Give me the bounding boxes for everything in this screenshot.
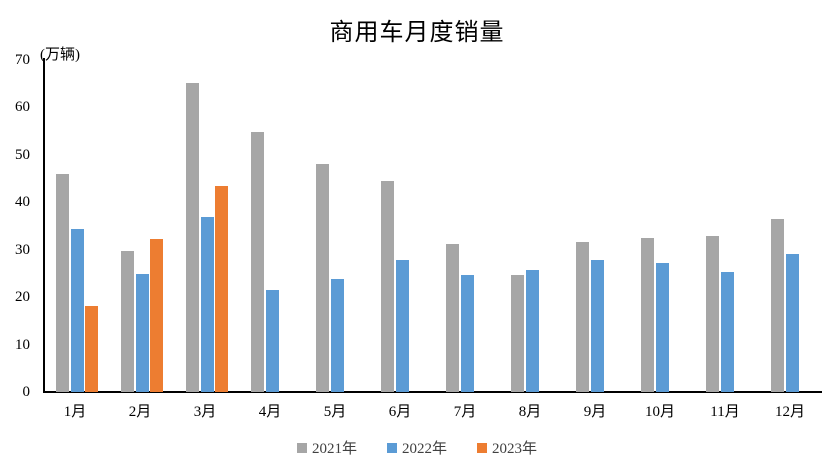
bar-2022年-7月 [460,275,474,392]
x-category-label: 2月 [128,404,152,420]
x-category-label: 12月 [774,404,805,420]
bar-2022年-2月 [135,273,149,392]
y-tick-label: 40 [15,194,30,211]
bar-2022年-4月 [265,290,279,392]
legend-swatch-icon [477,442,487,453]
bar-2022年-6月 [395,259,409,392]
bar-2022年-10月 [655,263,669,392]
y-tick-label: 70 [15,52,30,68]
bar-2021年-10月 [641,237,654,392]
legend-item-2021年: 2021年 [296,437,357,458]
legend-swatch-icon [386,442,397,453]
bar-2021年-1月 [56,174,69,392]
x-category-label: 11月 [710,404,740,420]
legend-label: 2021年 [311,441,357,457]
bar-2023年-1月 [85,306,98,392]
y-axis-unit-label: (万辆) [40,47,80,63]
bar-2023年-3月 [215,186,228,392]
x-category-label: 3月 [193,404,217,420]
bar-2021年-5月 [316,163,329,392]
bar-2021年-8月 [511,274,524,392]
bar-2021年-4月 [251,132,264,392]
legend: 2021年 2022年 2023年 [0,437,834,458]
bar-2022年-12月 [785,254,799,392]
bar-2022年-1月 [70,229,84,392]
x-category-label: 5月 [323,404,347,420]
y-tick-label: 20 [15,289,30,306]
chart-title: 商用车月度销量 [329,20,505,46]
x-category-label: 9月 [583,404,607,420]
bar-2021年-2月 [121,250,134,392]
x-category-label: 10月 [644,404,675,420]
legend-item-2023年: 2023年 [477,437,537,458]
legend-swatch-icon [296,442,307,453]
bar-2022年-8月 [525,270,539,392]
bar-2021年-9月 [576,242,589,392]
bar-2022年-3月 [200,216,214,392]
bar-2021年-6月 [381,180,394,392]
bar-2021年-11月 [706,235,719,392]
y-tick-label: 60 [15,99,30,116]
x-axis [43,391,822,393]
y-axis [43,58,45,392]
legend-item-2022年: 2022年 [386,437,447,458]
y-tick-label: 50 [15,146,30,163]
bar-2022年-11月 [720,272,734,392]
bar-2021年-12月 [771,219,784,392]
y-tick-label: 0 [22,384,31,400]
x-category-label: 8月 [518,404,542,420]
y-tick-label: 30 [15,241,30,258]
legend-label: 2023年 [492,441,538,457]
y-tick-label: 10 [15,336,30,353]
bar-2022年-9月 [590,260,604,392]
x-category-label: 6月 [388,404,412,420]
x-category-label: 1月 [63,404,87,420]
bar-2021年-3月 [186,82,199,392]
x-category-label: 7月 [453,404,477,420]
bar-2023年-2月 [150,238,163,392]
legend-label: 2022年 [401,441,447,457]
bar-2022年-5月 [330,279,344,392]
bar-2021年-7月 [446,244,459,392]
x-category-label: 4月 [258,404,282,420]
